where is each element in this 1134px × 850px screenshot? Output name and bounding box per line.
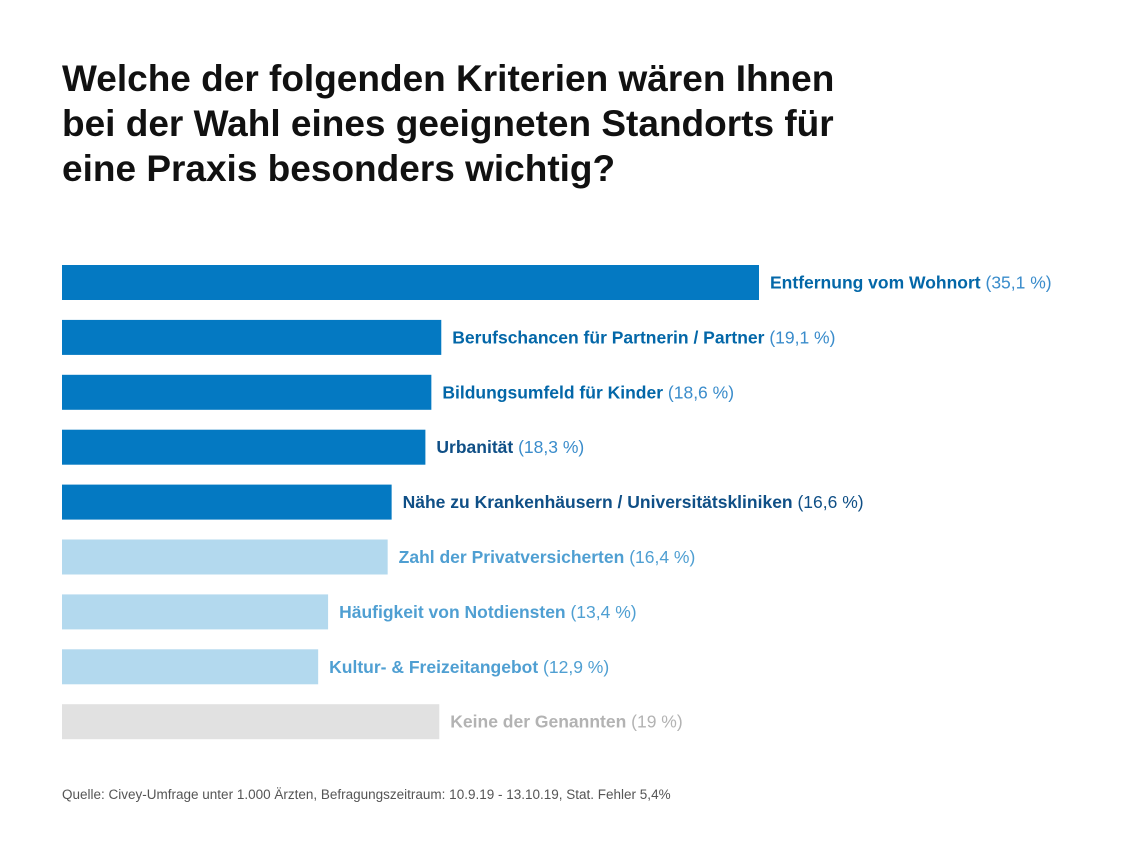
chart-title: Welche der folgenden Kriterien wären Ihn… [62, 58, 835, 189]
category-label: Entfernung vom Wohnort [770, 273, 986, 293]
bar-3 [62, 374, 432, 410]
bar-label-3: Bildungsumfeld für Kinder (18,6 %) [442, 382, 734, 402]
bar-1 [62, 265, 759, 300]
category-label: Kultur- & Freizeitangebot [329, 657, 543, 677]
bar-label-4: Urbanität (18,3 %) [436, 437, 584, 457]
bar-8 [62, 649, 319, 685]
category-label: Berufschancen für Partnerin / Partner [452, 327, 769, 347]
value-label: (18,6 %) [668, 382, 734, 402]
value-label: (13,4 %) [570, 602, 636, 622]
bar-5 [62, 484, 392, 520]
value-label: (19 %) [631, 712, 683, 732]
value-label: (35,1 %) [986, 273, 1052, 293]
bar-7 [62, 594, 329, 630]
bar-4 [62, 429, 426, 465]
value-label: (12,9 %) [543, 657, 609, 677]
bar-label-6: Zahl der Privatversicherten (16,4 %) [399, 547, 696, 567]
category-label: Zahl der Privatversicherten [399, 547, 630, 567]
bar-label-2: Berufschancen für Partnerin / Partner (1… [452, 327, 835, 347]
bar-9 [62, 704, 440, 740]
bar-6 [62, 539, 388, 575]
bar-label-8: Kultur- & Freizeitangebot (12,9 %) [329, 657, 609, 677]
category-label: Nähe zu Krankenhäusern / Universitätskli… [403, 492, 798, 512]
bar-label-9: Keine der Genannten (19 %) [450, 712, 682, 732]
bars-group [62, 265, 759, 740]
bar-label-1: Entfernung vom Wohnort (35,1 %) [770, 273, 1052, 293]
bar-label-5: Nähe zu Krankenhäusern / Universitätskli… [403, 492, 864, 512]
value-label: (19,1 %) [769, 327, 835, 347]
category-label: Bildungsumfeld für Kinder [442, 382, 668, 402]
bar-label-7: Häufigkeit von Notdiensten (13,4 %) [339, 602, 637, 622]
category-label: Häufigkeit von Notdiensten [339, 602, 570, 622]
value-label: (16,6 %) [797, 492, 863, 512]
bar-labels-group: Entfernung vom Wohnort (35,1 %) Berufscha… [329, 273, 1051, 732]
source-note: Quelle: Civey-Umfrage unter 1.000 Ärzten… [62, 787, 671, 802]
bar-2 [62, 319, 442, 355]
category-label: Urbanität [436, 437, 518, 457]
value-label: (16,4 %) [629, 547, 695, 567]
category-label: Keine der Genannten [450, 712, 631, 732]
value-label: (18,3 %) [518, 437, 584, 457]
